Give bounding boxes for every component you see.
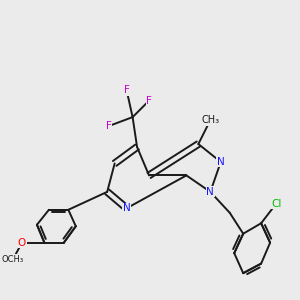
Text: F: F (124, 85, 130, 95)
Text: N: N (123, 203, 130, 213)
Text: Cl: Cl (271, 199, 281, 209)
Text: F: F (146, 96, 152, 106)
Text: CH₃: CH₃ (201, 115, 219, 125)
Text: N: N (217, 157, 225, 167)
Text: F: F (106, 121, 112, 131)
Text: O: O (18, 238, 26, 248)
Text: N: N (206, 187, 214, 197)
Text: OCH₃: OCH₃ (2, 255, 24, 264)
